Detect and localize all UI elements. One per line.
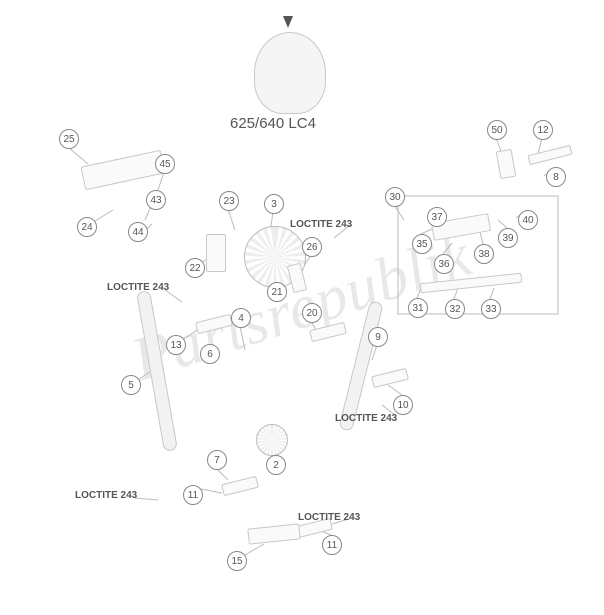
- callout-20: 20: [302, 303, 322, 323]
- callout-22: 22: [185, 258, 205, 278]
- callout-6: 6: [200, 344, 220, 364]
- chain-guide: [136, 290, 178, 452]
- loctite-label: LOCTITE 243: [298, 512, 360, 523]
- callout-50: 50: [487, 120, 507, 140]
- diagram-title: 625/640 LC4: [230, 115, 316, 132]
- callout-15: 15: [227, 551, 247, 571]
- pointer-arrow: [283, 16, 293, 28]
- chain-guide: [338, 300, 384, 431]
- callout-2: 2: [266, 455, 286, 475]
- loctite-label: LOCTITE 243: [107, 282, 169, 293]
- callout-24: 24: [77, 217, 97, 237]
- diagram-page: Partsrepublik 625/640 LC4 25452443442223…: [0, 0, 604, 615]
- callout-44: 44: [128, 222, 148, 242]
- callout-38: 38: [474, 244, 494, 264]
- part-sketch: [496, 149, 517, 179]
- callout-21: 21: [267, 282, 287, 302]
- callout-3: 3: [264, 194, 284, 214]
- callout-10: 10: [393, 395, 413, 415]
- callout-39: 39: [498, 228, 518, 248]
- callout-33: 33: [481, 299, 501, 319]
- part-sketch: [309, 322, 347, 342]
- callout-36: 36: [434, 254, 454, 274]
- callout-11: 11: [183, 485, 203, 505]
- callout-25: 25: [59, 129, 79, 149]
- callout-12: 12: [533, 120, 553, 140]
- part-sketch: [195, 314, 233, 334]
- part-sketch: [80, 150, 165, 191]
- sprocket: [256, 424, 288, 456]
- part-sketch: [206, 234, 226, 272]
- callout-31: 31: [408, 298, 428, 318]
- callout-5: 5: [121, 375, 141, 395]
- callout-7: 7: [207, 450, 227, 470]
- loctite-label: LOCTITE 243: [290, 219, 352, 230]
- loctite-label: LOCTITE 243: [335, 413, 397, 424]
- callout-40: 40: [518, 210, 538, 230]
- decompression-cam-sketch: [254, 32, 326, 114]
- callout-23: 23: [219, 191, 239, 211]
- callout-37: 37: [427, 207, 447, 227]
- callout-8: 8: [546, 167, 566, 187]
- part-sketch: [371, 368, 409, 388]
- callout-11: 11: [322, 535, 342, 555]
- callout-35: 35: [412, 234, 432, 254]
- callout-13: 13: [166, 335, 186, 355]
- part-sketch: [221, 476, 259, 496]
- part-sketch: [420, 273, 522, 294]
- loctite-label: LOCTITE 243: [75, 490, 137, 501]
- callout-9: 9: [368, 327, 388, 347]
- callout-4: 4: [231, 308, 251, 328]
- part-sketch: [527, 145, 572, 165]
- callout-45: 45: [155, 154, 175, 174]
- callout-43: 43: [146, 190, 166, 210]
- callout-32: 32: [445, 299, 465, 319]
- callout-30: 30: [385, 187, 405, 207]
- callout-26: 26: [302, 237, 322, 257]
- part-sketch: [247, 523, 300, 544]
